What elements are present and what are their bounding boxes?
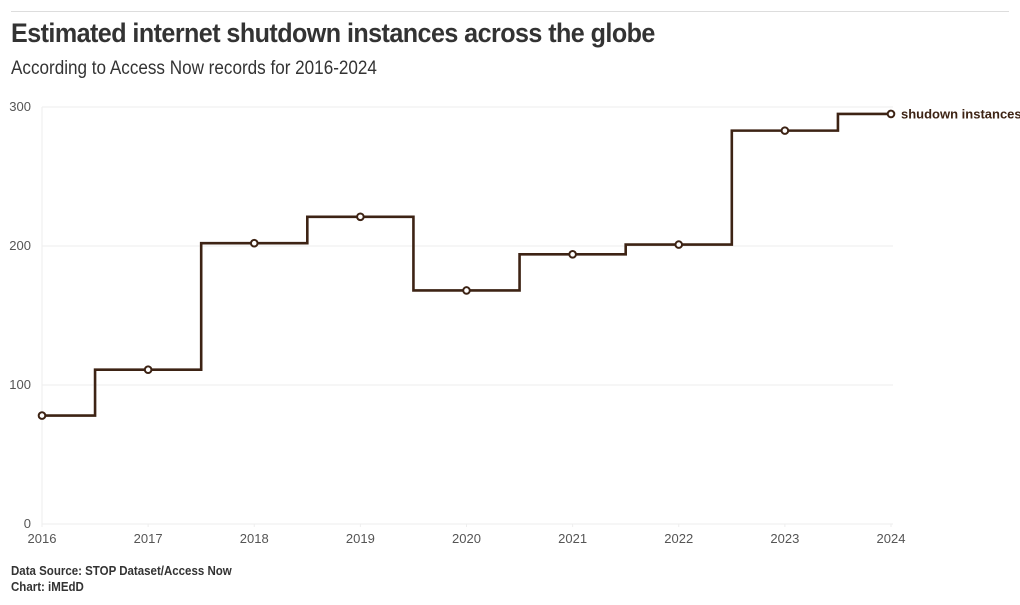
x-tick-label: 2018 (240, 531, 269, 546)
data-source: Data Source: STOP Dataset/Access Now (11, 564, 232, 578)
chart-title: Estimated internet shutdown instances ac… (11, 18, 655, 48)
x-axis: 2016 2017 2018 2019 2020 2021 2022 2023 2024 (28, 524, 906, 546)
series-label: shudown instances (901, 106, 1020, 121)
y-tick-label: 100 (9, 377, 31, 392)
data-point-2023[interactable] (780, 126, 790, 135)
series-line (42, 112, 891, 417)
x-tick-label: 2022 (664, 531, 693, 546)
chart-footer: Data Source: STOP Dataset/Access Now Cha… (11, 563, 232, 595)
gridlines (41, 106, 893, 525)
top-divider (11, 11, 1009, 12)
x-tick-label: 2016 (28, 531, 57, 546)
y-tick-label: 300 (9, 99, 31, 114)
chart-credit: Chart: iMEdD (11, 580, 84, 594)
x-tick-label: 2017 (134, 531, 163, 546)
data-point-2024[interactable] (886, 109, 896, 119)
x-tick-label: 2020 (452, 531, 481, 546)
series-group: shudown instances (37, 106, 1020, 420)
chart-subtitle: According to Access Now records for 2016… (11, 58, 377, 79)
x-tick-label: 2023 (770, 531, 799, 546)
y-tick-label: 0 (24, 516, 31, 531)
x-tick-label: 2021 (558, 531, 587, 546)
data-point-2016[interactable] (37, 411, 47, 420)
data-point-2017[interactable] (143, 365, 153, 375)
data-point-2022[interactable] (674, 240, 684, 249)
y-tick-label: 200 (9, 238, 31, 253)
x-tick-label: 2019 (346, 531, 375, 546)
data-point-2019[interactable] (356, 212, 365, 222)
y-axis: 0 100 200 300 (9, 99, 31, 531)
x-tick-label: 2024 (877, 531, 906, 546)
data-point-2018[interactable] (249, 238, 259, 248)
data-point-2021[interactable] (568, 250, 577, 259)
data-point-2020[interactable] (462, 286, 471, 295)
